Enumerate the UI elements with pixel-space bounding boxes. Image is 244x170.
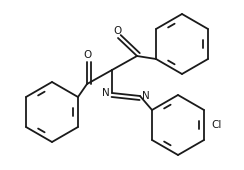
Text: O: O bbox=[114, 26, 122, 36]
Text: O: O bbox=[83, 50, 91, 60]
Text: N: N bbox=[102, 88, 110, 98]
Text: N: N bbox=[142, 91, 150, 101]
Text: Cl: Cl bbox=[211, 120, 221, 130]
